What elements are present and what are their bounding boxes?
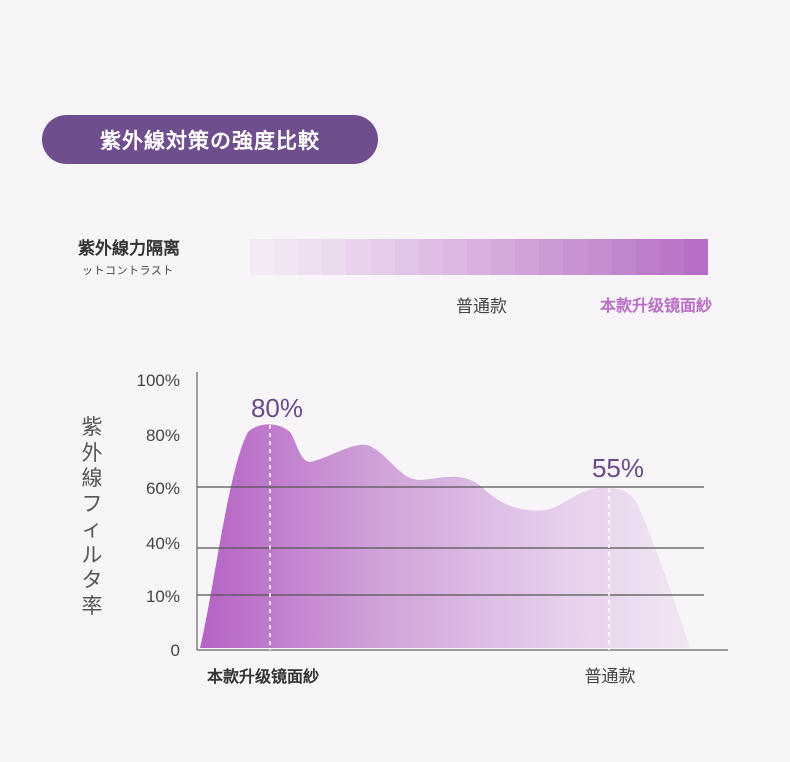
scale-step <box>611 239 636 275</box>
scale-step <box>298 239 323 275</box>
scale-step <box>563 239 588 275</box>
scale-step <box>418 239 443 275</box>
x-label-regular: 普通款 <box>585 667 636 687</box>
peak-label-upgraded: 80% <box>251 393 303 423</box>
y-tick-40: 40% <box>146 534 180 553</box>
scale-label-regular: 普通款 <box>456 297 507 317</box>
y-tick-100: 100% <box>137 371 180 390</box>
y-tick-0: 0 <box>171 641 180 660</box>
scale-step <box>442 239 467 275</box>
scale-step <box>683 239 709 275</box>
legend-subtitle: ットコントラスト <box>82 264 174 277</box>
scale-step <box>250 239 275 275</box>
scale-step <box>466 239 492 275</box>
scale-step <box>515 239 540 275</box>
legend-title: 紫外線力隔离 <box>78 239 180 259</box>
filter-area <box>200 424 690 648</box>
scale-step <box>659 239 684 275</box>
y-tick-60: 60% <box>146 479 180 498</box>
scale-step <box>491 239 516 275</box>
page-title: 紫外線対策の強度比較 <box>42 115 378 164</box>
scale-step <box>394 239 419 275</box>
scale-label-upgraded: 本款升级镜面紗 <box>600 296 713 315</box>
y-tick-80: 80% <box>146 426 180 445</box>
scale-step <box>539 239 564 275</box>
scale-step <box>635 239 660 275</box>
y-axis-label: 紫外線フィルタ率 <box>81 415 103 618</box>
scale-step <box>322 239 347 275</box>
x-label-upgraded: 本款升级镜面紗 <box>207 667 319 686</box>
scale-step <box>587 239 612 275</box>
y-tick-10: 10% <box>146 587 180 606</box>
scale-step <box>274 239 299 275</box>
gradient-scale-bar <box>250 239 709 275</box>
peak-label-regular: 55% <box>592 453 644 483</box>
scale-step <box>370 239 395 275</box>
scale-step <box>346 239 371 275</box>
